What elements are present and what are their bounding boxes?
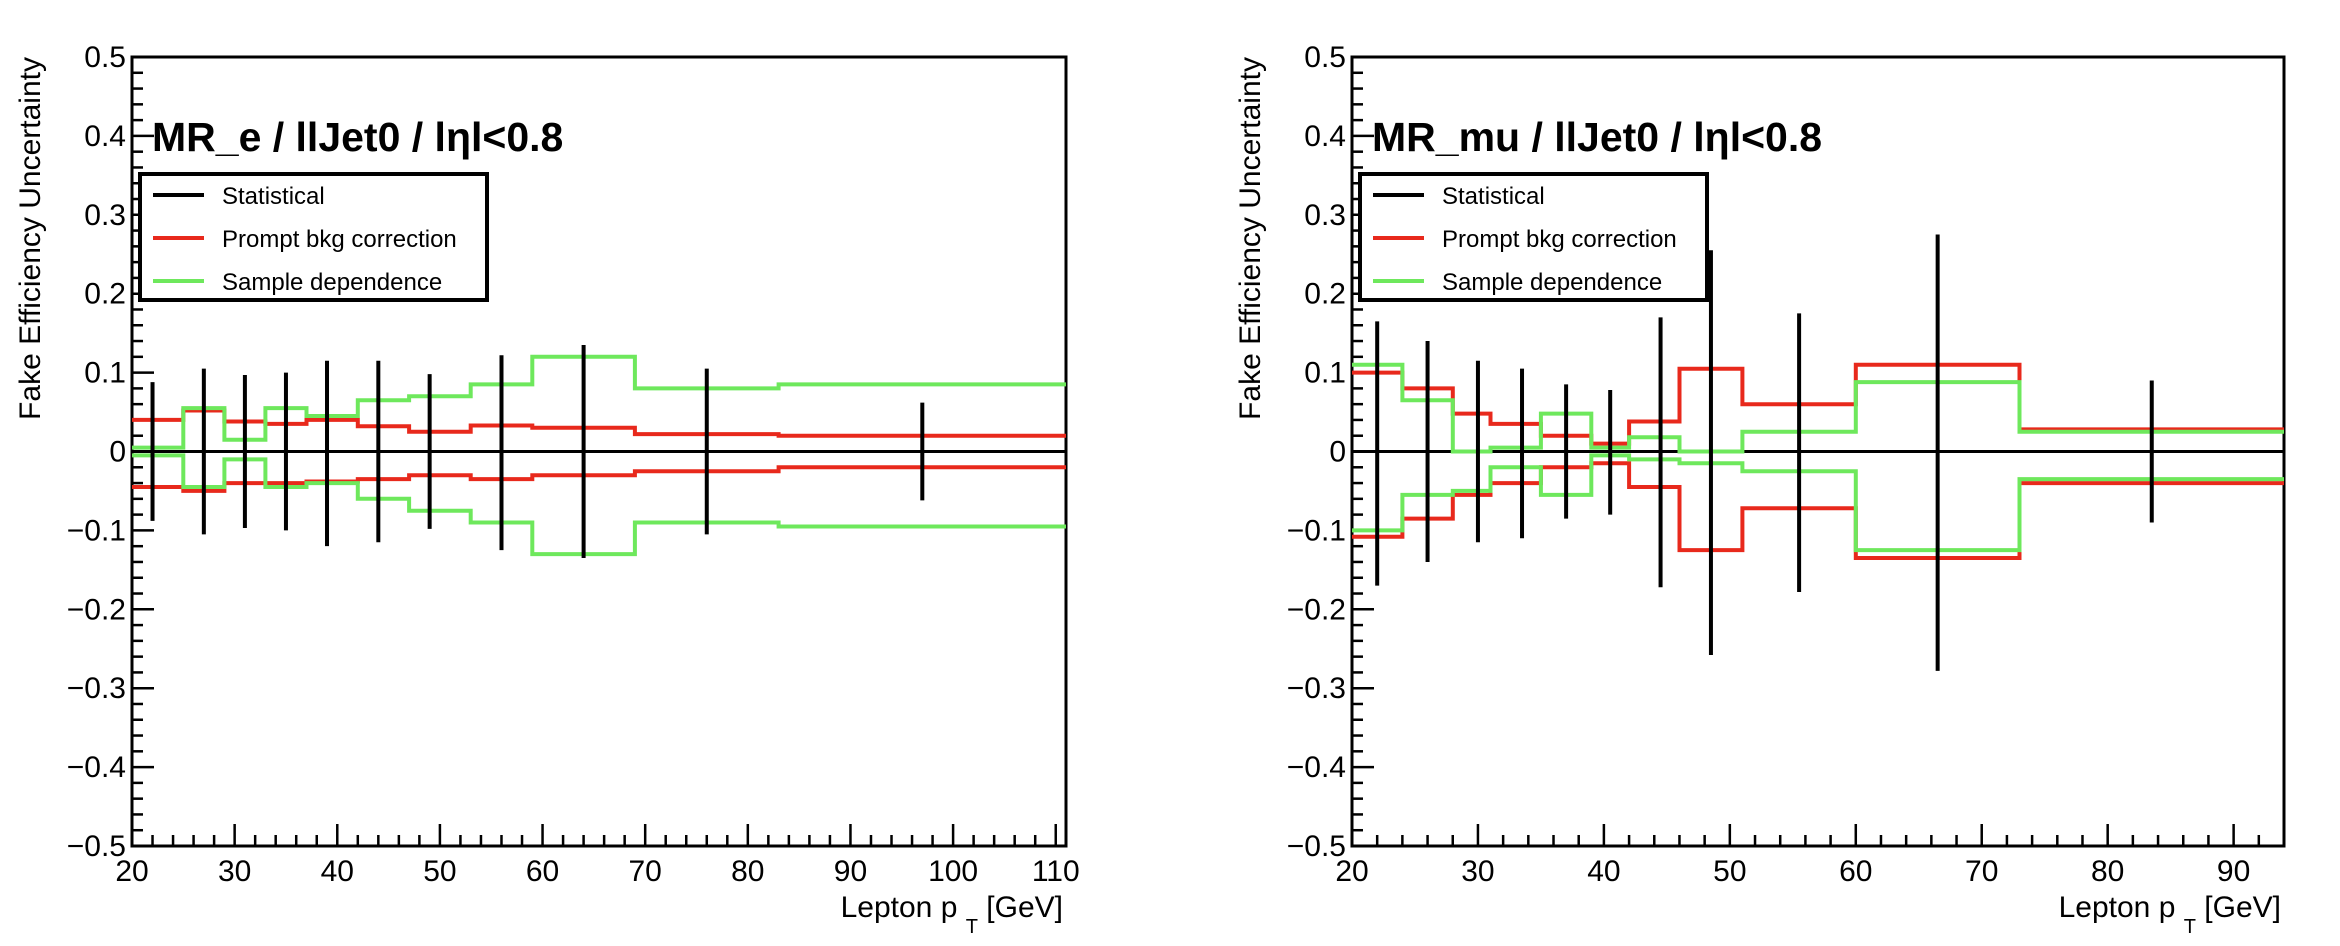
x-tick-label: 70 xyxy=(1965,855,1998,888)
x-tick-label: 90 xyxy=(2217,855,2250,888)
y-tick-label: −0.2 xyxy=(1287,593,1346,626)
x-tick-label: 90 xyxy=(834,855,867,888)
y-tick-label: 0.1 xyxy=(84,357,126,390)
x-tick-label: 60 xyxy=(1839,855,1872,888)
legend: Statistical Prompt bkg correction Sample d… xyxy=(1358,172,1709,302)
y-tick-label: 0.4 xyxy=(1304,120,1346,153)
chart-1: 20 30 40 50 60 70 80 90 100 110 −0.5 −0.4 −0.3 −0.2 −0… xyxy=(14,41,1080,938)
y-tick-label: −0.1 xyxy=(1287,514,1346,547)
y-tick-label: −0.4 xyxy=(1287,751,1346,784)
x-tick-label: 40 xyxy=(321,855,354,888)
y-tick-label: −0.3 xyxy=(1287,672,1346,705)
y-tick-label: 0 xyxy=(1329,436,1346,469)
chart-title: MR_mu / llJet0 / lηl<0.8 xyxy=(1372,114,1822,160)
y-axis-label: Fake Efficiency Uncertainty xyxy=(14,57,47,420)
y-tick-label: 0.1 xyxy=(1304,357,1346,390)
series-sample-dependence-down xyxy=(1352,453,2284,553)
series-sample-dependence-up xyxy=(132,354,1066,450)
chart-2: 20 30 40 50 60 70 80 90 −0.5 −0.4 −0.3 −0.2 −0.1 0 0.1… xyxy=(1234,41,2286,938)
legend-label: Sample dependence xyxy=(1442,269,1662,296)
x-tick-label: 20 xyxy=(115,855,148,888)
series-sample-dependence-up xyxy=(1352,362,2284,454)
x-tick-label: 70 xyxy=(628,855,661,888)
y-tick-label: −0.1 xyxy=(67,514,126,547)
legend: Statistical Prompt bkg correction Sample d… xyxy=(138,172,489,302)
x-tick-label: 30 xyxy=(218,855,251,888)
y-tick-label: −0.4 xyxy=(67,751,126,784)
legend-label: Sample dependence xyxy=(222,269,442,296)
chart-title: MR_e / llJet0 / lηl<0.8 xyxy=(152,114,563,160)
series-prompt-bkg-correction-up xyxy=(132,408,1066,438)
x-tick-label: 20 xyxy=(1335,855,1368,888)
x-tick-label: 110 xyxy=(1032,855,1080,888)
series-sample-dependence-down xyxy=(132,453,1066,557)
x-tick-label: 60 xyxy=(526,855,559,888)
x-tick-label: 80 xyxy=(731,855,764,888)
y-tick-label: 0.3 xyxy=(84,199,126,232)
x-tick-label: 100 xyxy=(928,855,978,888)
y-tick-label: −0.2 xyxy=(67,593,126,626)
y-tick-label: −0.5 xyxy=(1287,830,1346,863)
legend-label: Prompt bkg correction xyxy=(222,226,457,253)
y-tick-label: 0 xyxy=(109,436,126,469)
x-tick-label: 50 xyxy=(423,855,456,888)
y-tick-label: 0.3 xyxy=(1304,199,1346,232)
y-tick-label: 0.2 xyxy=(84,278,126,311)
x-tick-label: 50 xyxy=(1713,855,1746,888)
x-axis-label: Lepton p T [GeV] xyxy=(2059,891,2281,938)
y-tick-label: −0.3 xyxy=(67,672,126,705)
x-tick-label: 30 xyxy=(1461,855,1494,888)
x-axis-label: Lepton p T [GeV] xyxy=(841,891,1063,938)
legend-label: Prompt bkg correction xyxy=(1442,226,1677,253)
y-axis-label: Fake Efficiency Uncertainty xyxy=(1234,57,1267,420)
legend-label: Statistical xyxy=(222,183,325,210)
x-tick-label: 40 xyxy=(1587,855,1620,888)
legend-label: Statistical xyxy=(1442,183,1545,210)
y-tick-label: −0.5 xyxy=(67,830,126,863)
y-tick-label: 0.4 xyxy=(84,120,126,153)
y-tick-label: 0.5 xyxy=(1304,41,1346,74)
y-tick-label: 0.2 xyxy=(1304,278,1346,311)
x-tick-label: 80 xyxy=(2091,855,2124,888)
y-tick-label: 0.5 xyxy=(84,41,126,74)
